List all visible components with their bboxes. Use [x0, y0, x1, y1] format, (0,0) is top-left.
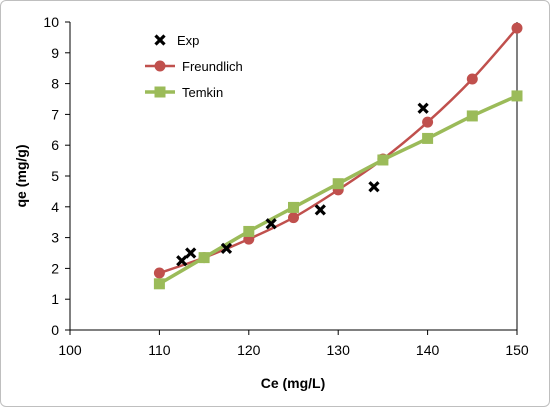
data-point-exp — [220, 242, 233, 255]
legend-label-exp: Exp — [177, 33, 199, 48]
data-point-legend-exp — [154, 34, 166, 46]
y-tick-label: 10 — [43, 14, 59, 30]
y-tick-label: 1 — [51, 291, 59, 307]
legend-label-freundlich: Freundlich — [182, 59, 243, 74]
y-axis-title: qe (mg/g) — [13, 145, 29, 208]
data-point-temkin — [332, 178, 344, 190]
x-tick-label: 140 — [416, 342, 440, 358]
data-point-temkin — [466, 110, 478, 122]
x-tick-label: 130 — [327, 342, 351, 358]
data-point-exp — [417, 102, 429, 114]
y-tick-label: 2 — [51, 260, 59, 276]
data-point-freundlich — [466, 73, 478, 85]
y-tick-label: 6 — [51, 137, 59, 153]
data-point-temkin — [153, 278, 165, 290]
x-tick-label: 150 — [505, 342, 529, 358]
data-point-exp — [314, 204, 326, 216]
y-tick-label: 8 — [51, 76, 59, 92]
legend-label-temkin: Temkin — [182, 85, 223, 100]
data-point-temkin — [511, 90, 523, 102]
data-point-temkin — [422, 132, 434, 144]
data-point-temkin — [288, 201, 299, 213]
y-tick-label: 5 — [51, 168, 59, 184]
data-point-exp — [176, 255, 188, 267]
data-point-legend-freundlich — [154, 60, 166, 72]
x-tick-label: 100 — [58, 342, 82, 358]
data-point-exp — [185, 247, 197, 259]
data-point-exp — [368, 181, 380, 193]
x-tick-label: 120 — [237, 342, 261, 358]
y-tick-labels: 0 1 2 3 4 5 6 7 8 9 10 — [43, 14, 70, 338]
legend: Exp Freundlich Temkin — [145, 33, 243, 100]
data-point-exp — [265, 218, 277, 230]
data-point-legend-temkin — [154, 86, 166, 98]
series-layer — [153, 22, 523, 290]
y-tick-label: 0 — [51, 322, 59, 338]
data-point-freundlich — [153, 267, 165, 279]
y-tick-label: 9 — [51, 45, 59, 61]
data-point-temkin — [198, 252, 210, 264]
x-tick-label: 110 — [148, 342, 171, 358]
data-point-temkin — [377, 154, 389, 166]
data-point-freundlich — [288, 212, 299, 224]
data-point-freundlich — [422, 116, 434, 128]
y-tick-label: 4 — [51, 199, 59, 215]
x-tick-labels: 100 110 120 130 140 150 — [58, 330, 529, 358]
y-tick-label: 3 — [51, 230, 59, 246]
y-tick-label: 7 — [51, 106, 59, 122]
x-axis-title: Ce (mg/L) — [261, 375, 326, 391]
data-point-freundlich — [511, 22, 523, 34]
data-point-temkin — [243, 225, 255, 237]
